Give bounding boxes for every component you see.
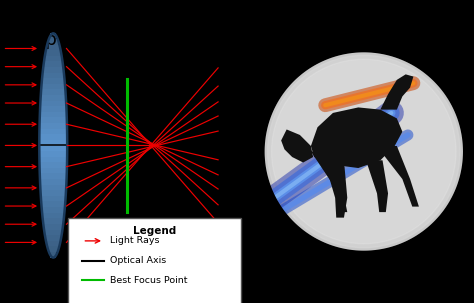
Polygon shape [39,151,67,157]
Polygon shape [366,160,388,212]
Polygon shape [39,145,67,151]
Polygon shape [40,101,66,106]
Polygon shape [39,134,67,140]
Polygon shape [45,56,62,61]
Polygon shape [40,173,67,179]
Polygon shape [379,146,419,207]
Polygon shape [42,207,64,213]
Polygon shape [41,89,65,95]
Polygon shape [39,157,67,162]
Text: Light Rays: Light Rays [110,236,160,245]
Polygon shape [48,39,59,45]
Polygon shape [42,72,64,78]
Polygon shape [144,0,474,303]
Polygon shape [43,67,64,73]
Text: Best Focus Point: Best Focus Point [110,276,188,285]
Polygon shape [40,168,67,173]
Polygon shape [40,185,66,190]
Polygon shape [41,201,65,207]
Polygon shape [46,50,61,56]
Polygon shape [380,74,413,110]
Polygon shape [311,152,347,212]
FancyBboxPatch shape [68,218,241,303]
Polygon shape [42,78,64,84]
Circle shape [268,55,460,248]
Polygon shape [40,117,67,123]
Polygon shape [44,224,63,230]
Polygon shape [39,140,67,145]
Polygon shape [48,246,59,252]
Polygon shape [43,218,64,224]
Polygon shape [41,196,65,201]
Text: Optical Axis: Optical Axis [110,256,166,265]
Polygon shape [324,160,347,218]
Circle shape [264,52,463,251]
Polygon shape [39,128,67,134]
Circle shape [272,59,456,244]
Polygon shape [45,230,62,235]
Polygon shape [39,123,67,128]
Polygon shape [40,179,66,185]
Polygon shape [311,108,402,168]
Polygon shape [50,33,56,39]
Polygon shape [44,61,63,67]
Polygon shape [40,106,66,112]
Polygon shape [46,235,61,241]
Polygon shape [46,45,60,50]
Text: Lens with
Spherical Aberration: Lens with Spherical Aberration [34,9,219,49]
Polygon shape [46,241,60,246]
Polygon shape [39,162,67,168]
Polygon shape [41,95,66,101]
Polygon shape [41,190,66,196]
Polygon shape [50,252,56,258]
Polygon shape [40,112,67,117]
Polygon shape [41,84,65,89]
Polygon shape [281,129,313,162]
Text: Legend: Legend [133,226,176,236]
Polygon shape [42,213,64,218]
